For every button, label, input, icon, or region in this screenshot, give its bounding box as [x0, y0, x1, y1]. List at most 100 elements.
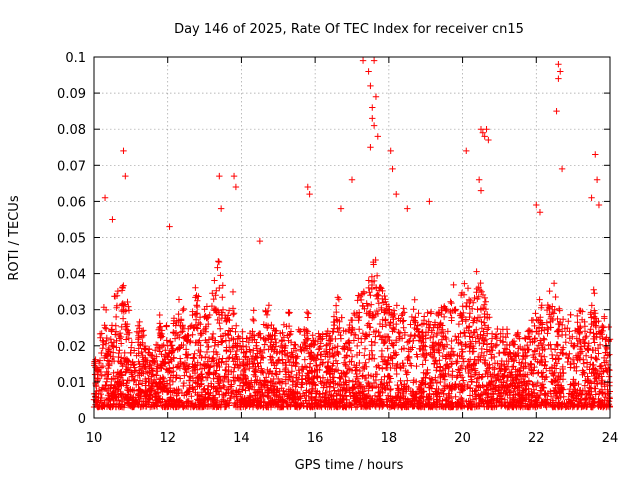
data-point [389, 165, 396, 173]
y-axis-label: ROTI / TECUs [7, 195, 22, 280]
data-point [400, 324, 407, 331]
data-point [197, 331, 205, 339]
data-point [584, 346, 592, 353]
data-point [112, 313, 120, 321]
data-point [555, 320, 562, 328]
grid-lines [94, 57, 610, 418]
x-tick-label: 14 [233, 431, 250, 446]
data-point [256, 349, 264, 357]
y-tick-label: 0 [78, 412, 86, 427]
data-point [216, 172, 223, 180]
data-point [308, 349, 315, 357]
data-point [369, 115, 376, 122]
data-point [252, 342, 260, 349]
data-point [311, 357, 319, 364]
data-point [555, 75, 562, 82]
chart-title: Day 146 of 2025, Rate Of TEC Index for r… [174, 22, 524, 37]
data-point [131, 364, 138, 371]
data-point [98, 349, 105, 357]
data-point [326, 349, 334, 357]
x-tick-labels: 10 12 14 16 18 20 22 24 [86, 431, 619, 446]
data-point [271, 346, 278, 353]
data-point [444, 328, 452, 335]
data-point [503, 346, 510, 353]
data-point [101, 324, 109, 331]
data-point [533, 328, 540, 335]
y-tick-labels: 0 0.01 0.02 0.03 0.04 0.05 0.06 0.07 0.08 0.09 0.1 [57, 51, 86, 427]
data-point [485, 324, 492, 331]
data-point [553, 107, 560, 115]
data-point [429, 338, 437, 346]
data-point [171, 335, 179, 342]
data-point [544, 324, 551, 331]
data-point [116, 335, 123, 342]
data-point [337, 205, 345, 212]
data-point [370, 277, 378, 285]
data-point [315, 346, 323, 353]
data-point [499, 338, 507, 346]
data-point [122, 172, 129, 180]
data-point [256, 237, 264, 245]
data-point [433, 331, 440, 339]
data-point [293, 360, 300, 368]
x-tick-label: 22 [528, 431, 545, 446]
data-point [593, 176, 601, 183]
data-point [452, 306, 459, 313]
data-point [201, 313, 208, 321]
data-point [127, 349, 135, 357]
data-point [166, 223, 173, 230]
data-point [149, 367, 157, 375]
data-point [230, 172, 238, 180]
data-point [168, 349, 175, 357]
data-point [341, 346, 348, 353]
data-point [381, 317, 389, 324]
data-point [426, 324, 433, 331]
data-point [359, 57, 367, 64]
data-point [595, 328, 603, 335]
data-point [334, 317, 341, 324]
data-point [592, 310, 599, 317]
data-point [135, 338, 142, 346]
y-tick-label: 0.07 [57, 159, 86, 174]
data-point [304, 183, 311, 191]
data-point [348, 324, 356, 331]
data-point [367, 144, 374, 151]
data-point [415, 328, 422, 335]
data-point [367, 292, 374, 299]
data-point [319, 335, 326, 342]
x-tick-label: 10 [86, 431, 103, 446]
data-point [109, 216, 116, 223]
data-point [479, 129, 487, 137]
data-point [356, 313, 363, 321]
data-point [393, 190, 400, 198]
data-point [94, 371, 101, 378]
data-point [426, 198, 433, 205]
data-point [418, 342, 426, 349]
y-tick-label: 0.02 [57, 340, 86, 355]
data-point [393, 320, 400, 328]
data-point [389, 328, 396, 335]
data-point [481, 133, 488, 140]
data-point [374, 295, 381, 303]
data-point [289, 353, 297, 360]
data-point [164, 342, 171, 349]
data-point [592, 151, 599, 158]
data-point [477, 187, 485, 194]
data-point [470, 317, 477, 324]
data-point [219, 306, 227, 313]
data-point [540, 335, 547, 342]
data-point [387, 147, 394, 155]
data-point [396, 335, 404, 342]
data-point [475, 176, 483, 183]
data-point [345, 338, 352, 346]
data-point [190, 324, 197, 331]
data-point [306, 190, 313, 198]
data-point [577, 324, 584, 331]
data-point [404, 205, 411, 212]
data-point [558, 165, 566, 173]
data-point [123, 320, 131, 328]
data-point [216, 284, 223, 292]
data-point [352, 331, 359, 339]
data-point [422, 335, 429, 342]
data-point [557, 68, 564, 75]
